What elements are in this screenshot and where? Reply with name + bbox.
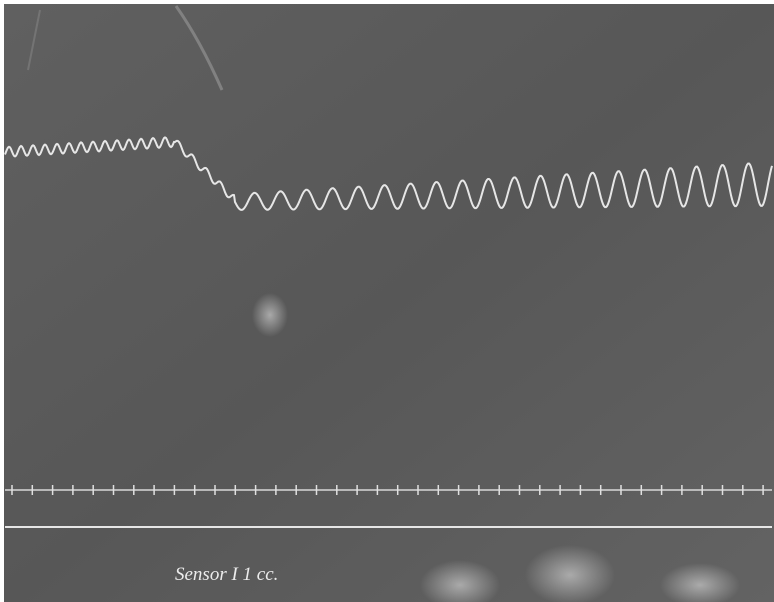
handwritten-note: Sensor I 1 cc. (175, 564, 278, 585)
glare-spot (252, 293, 288, 337)
oscilloscope-photo: Sensor I 1 cc. (0, 0, 774, 602)
page: Sensor I 1 cc. (() => { const data = JSO… (0, 0, 774, 602)
screen (4, 4, 774, 602)
